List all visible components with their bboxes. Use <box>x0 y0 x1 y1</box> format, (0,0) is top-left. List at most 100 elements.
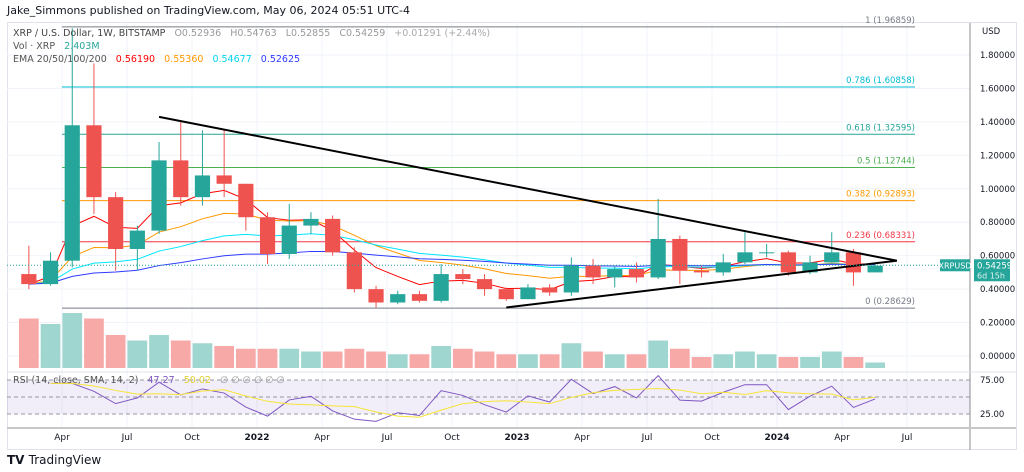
ohlc-change: +0.01291 (+2.44%) <box>394 28 491 39</box>
candle-body <box>303 218 319 226</box>
candle-body <box>780 252 796 273</box>
volume-bar <box>344 348 365 368</box>
volume-legend: Vol · XRP 2.403M <box>13 41 106 52</box>
volume-bar <box>84 318 104 368</box>
volume-bar <box>62 313 83 368</box>
volume-bar <box>301 351 321 368</box>
volume-bar <box>626 354 647 368</box>
ema-label: EMA 20/50/100/200 <box>13 54 107 65</box>
time-tick: Jul <box>121 433 133 443</box>
volume-bar <box>279 348 300 368</box>
price-tick: 0.60000 <box>980 252 1015 262</box>
time-tick: Oct <box>444 433 460 443</box>
time-tick: Jul <box>901 433 913 443</box>
candle-body <box>607 269 623 278</box>
candle-body <box>845 252 862 273</box>
volume-bar <box>257 348 278 368</box>
candle-body <box>672 238 688 271</box>
volume-bar <box>713 354 734 368</box>
volume-bar <box>127 340 148 368</box>
triangle-trendline <box>158 115 898 262</box>
volume-bar <box>561 343 582 368</box>
tradingview-logo[interactable]: 𝗧𝗩 TradingView <box>7 453 101 467</box>
volume-bar <box>40 324 61 368</box>
time-tick: Jul <box>641 433 653 443</box>
candle-body <box>194 175 211 198</box>
volume-bar <box>821 351 842 368</box>
volume-bar <box>583 351 603 368</box>
fib-level-label: 0.618 (1.32595) <box>846 123 915 133</box>
fib-level-label: 0.5 (1.12744) <box>857 156 915 166</box>
candle-body <box>802 262 818 273</box>
candle-body <box>108 197 124 249</box>
ohlc-low: L0.52855 <box>285 28 331 39</box>
candle-body <box>585 265 601 278</box>
time-tick: Oct <box>184 433 200 443</box>
ohlc-close: C0.54259 <box>339 28 386 39</box>
rsi-tick: 25.00 <box>980 410 1004 420</box>
symbol-title: XRP / U.S. Dollar, 1W, BITSTAMP <box>13 28 166 39</box>
candle-body <box>455 274 471 280</box>
bar-countdown: 6d 15h <box>977 271 1005 280</box>
last-price-text: 0.54259 <box>977 261 1012 271</box>
volume-bar <box>387 354 408 368</box>
time-tick: Apr <box>54 433 70 443</box>
volume-bar <box>431 346 451 368</box>
time-tick: 2022 <box>244 433 269 443</box>
symbol-legend: XRP / U.S. Dollar, 1W, BITSTAMP O0.52936… <box>13 28 496 39</box>
price-tick: 1.20000 <box>980 151 1015 161</box>
volume-bar <box>409 354 430 368</box>
rsi-legend: RSI (14, close, SMA, 14, 2) 47.27 50.02 … <box>13 375 291 386</box>
fib-level-label: 0.236 (0.68331) <box>846 231 915 241</box>
volume-bar <box>192 343 213 368</box>
price-tick: 0.80000 <box>980 218 1015 228</box>
volume-bar <box>670 348 690 368</box>
candle-body <box>173 160 189 198</box>
price-tick: 0.00000 <box>980 352 1015 362</box>
candle-body <box>151 160 167 231</box>
rsi-label: RSI (14, close, SMA, 14, 2) <box>13 375 139 386</box>
ema-legend: EMA 20/50/100/200 0.56190 0.55360 0.5467… <box>13 54 306 65</box>
candle-body <box>325 218 341 253</box>
time-tick: Apr <box>574 433 590 443</box>
rsi-line <box>50 374 876 422</box>
fib-level-label: 0.786 (1.60858) <box>846 76 915 86</box>
logo-mark-icon: 𝗧𝗩 <box>7 453 29 467</box>
candle-body <box>368 289 384 303</box>
candle-body <box>867 265 883 273</box>
ohlc-high: H0.54763 <box>230 28 277 39</box>
candle-body <box>520 287 536 300</box>
time-tick: Oct <box>704 433 720 443</box>
candle-body <box>693 270 710 273</box>
ema-line-200 <box>28 250 876 285</box>
candle-body <box>824 252 840 263</box>
volume-bar <box>322 351 343 368</box>
time-tick: Jul <box>381 433 393 443</box>
candle-body <box>216 175 232 184</box>
candle-body <box>542 287 558 293</box>
candle-body <box>628 269 645 278</box>
candle-body <box>390 294 406 303</box>
rsi-tick: 75.00 <box>980 376 1004 386</box>
candle-body <box>129 230 145 249</box>
volume-bar <box>105 335 126 368</box>
last-price-tag <box>974 259 1010 282</box>
ema20-value: 0.56190 <box>115 54 156 65</box>
vol-label: Vol · XRP <box>13 41 56 52</box>
rsi-sma-value: 50.02 <box>183 375 211 386</box>
price-tick: 0.40000 <box>980 285 1015 295</box>
ema100-value: 0.54677 <box>212 54 252 65</box>
chart-frame[interactable] <box>7 22 1017 450</box>
ema-line-100 <box>28 233 876 285</box>
candle-body <box>715 262 731 273</box>
volume-bar <box>756 354 777 368</box>
volume-bar <box>474 351 495 368</box>
candle-body <box>759 252 775 254</box>
candle-body <box>238 183 254 218</box>
price-tick: 1.80000 <box>980 51 1015 61</box>
ema-line-50 <box>28 212 876 285</box>
volume-bar <box>843 357 864 368</box>
time-tick: Apr <box>314 433 330 443</box>
time-tick: 2024 <box>764 433 789 443</box>
